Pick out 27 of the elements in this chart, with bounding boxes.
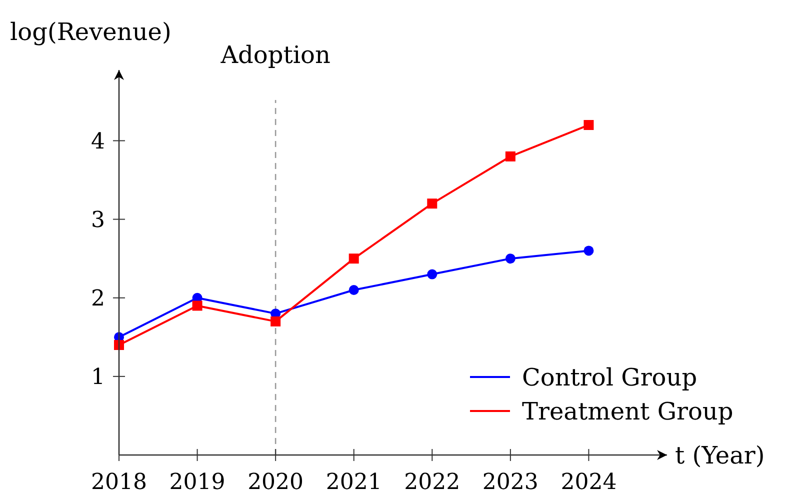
point	[584, 246, 594, 256]
y-tick-label: 3	[91, 208, 105, 233]
legend-label: Control Group	[522, 363, 698, 392]
y-tick-label: 2	[91, 286, 105, 312]
point	[505, 151, 516, 162]
point	[348, 285, 359, 295]
point	[427, 198, 438, 209]
x-tick-label: 2024	[560, 470, 617, 495]
point	[348, 254, 359, 264]
point	[427, 269, 438, 280]
x-tick-label: 2022	[404, 470, 460, 495]
point	[505, 254, 516, 264]
x-tick-label: 2021	[326, 470, 382, 495]
ref-line-label: Adoption	[220, 41, 330, 69]
point	[192, 300, 202, 311]
point	[114, 340, 124, 350]
point	[270, 316, 281, 326]
y-tick-label: 4	[91, 129, 105, 154]
x-axis-title: t (Year)	[675, 441, 765, 470]
x-tick-label: 2018	[91, 470, 147, 495]
y-tick-label: 1	[91, 365, 105, 390]
y-axis-title: log(Revenue)	[10, 18, 172, 46]
point	[584, 120, 594, 130]
x-tick-label: 2023	[482, 470, 538, 495]
x-tick-label: 2020	[248, 470, 304, 495]
x-tick-label: 2019	[169, 470, 226, 495]
legend-label: Treatment Group	[522, 397, 734, 426]
